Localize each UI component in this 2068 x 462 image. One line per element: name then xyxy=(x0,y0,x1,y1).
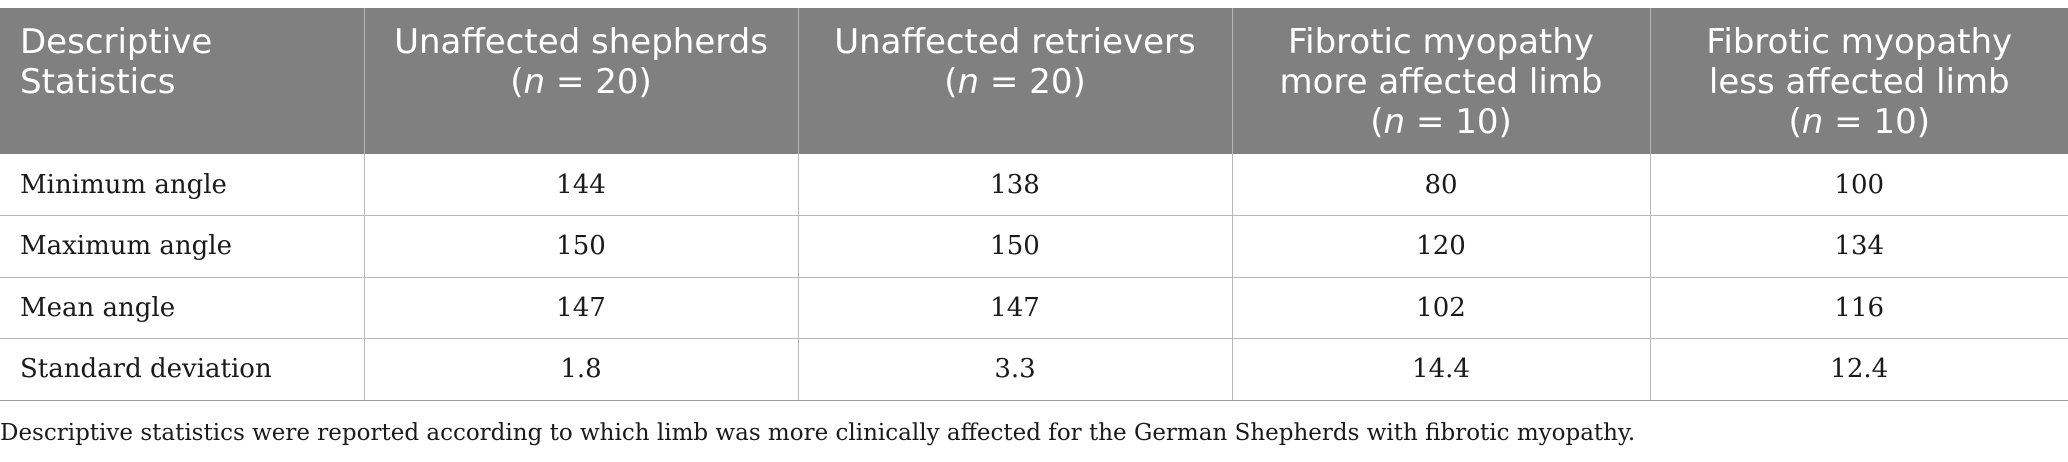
table-row-mean-angle: Mean angle 147 147 102 116 xyxy=(0,277,2068,339)
row-label: Maximum angle xyxy=(0,215,365,278)
header-sample-size: (n = 10) xyxy=(1788,102,1930,142)
header-unaffected-shepherds: Unaffected shepherds (n = 20) xyxy=(364,8,799,154)
table-cell: 147 xyxy=(364,277,799,339)
table-cell: 150 xyxy=(798,215,1233,278)
table-row-maximum-angle: Maximum angle 150 150 120 134 xyxy=(0,215,2068,278)
table-cell: 12.4 xyxy=(1650,338,2068,401)
header-label: Fibrotic myopathy less affected limb xyxy=(1706,22,2013,102)
row-label: Mean angle xyxy=(0,277,365,339)
table-row-minimum-angle: Minimum angle 144 138 80 100 xyxy=(0,154,2068,216)
table-cell: 14.4 xyxy=(1232,338,1651,401)
row-label: Minimum angle xyxy=(0,154,365,216)
header-fibrotic-more-affected: Fibrotic myopathy more affected limb (n … xyxy=(1232,8,1651,154)
header-sample-size: (n = 20) xyxy=(944,62,1086,102)
table-cell: 150 xyxy=(364,215,799,278)
header-unaffected-retrievers: Unaffected retrievers (n = 20) xyxy=(798,8,1233,154)
table-cell: 120 xyxy=(1232,215,1651,278)
header-fibrotic-less-affected: Fibrotic myopathy less affected limb (n … xyxy=(1650,8,2068,154)
table-cell: 144 xyxy=(364,154,799,216)
table-cell: 147 xyxy=(798,277,1233,339)
table-cell: 100 xyxy=(1650,154,2068,216)
header-descriptive-statistics: Descriptive Statistics xyxy=(0,8,365,154)
header-label: Fibrotic myopathy more affected limb xyxy=(1279,22,1603,102)
header-label: Unaffected shepherds xyxy=(394,22,768,62)
row-label: Standard deviation xyxy=(0,338,365,401)
table-row-standard-deviation: Standard deviation 1.8 3.3 14.4 12.4 xyxy=(0,338,2068,401)
table-header-row: Descriptive Statistics Unaffected shephe… xyxy=(0,8,2068,154)
table-cell: 116 xyxy=(1650,277,2068,339)
header-label: Descriptive Statistics xyxy=(20,22,213,102)
table-cell: 3.3 xyxy=(798,338,1233,401)
header-label: Unaffected retrievers xyxy=(834,22,1196,62)
header-sample-size: (n = 20) xyxy=(510,62,652,102)
table-cell: 102 xyxy=(1232,277,1651,339)
table-cell: 1.8 xyxy=(364,338,799,401)
table-cell: 138 xyxy=(798,154,1233,216)
table-footnote: Descriptive statistics were reported acc… xyxy=(0,420,1636,446)
table-cell: 80 xyxy=(1232,154,1651,216)
header-sample-size: (n = 10) xyxy=(1370,102,1512,142)
table-cell: 134 xyxy=(1650,215,2068,278)
statistics-table-container: Descriptive Statistics Unaffected shephe… xyxy=(0,8,2068,401)
descriptive-statistics-table: Descriptive Statistics Unaffected shephe… xyxy=(0,8,2068,401)
